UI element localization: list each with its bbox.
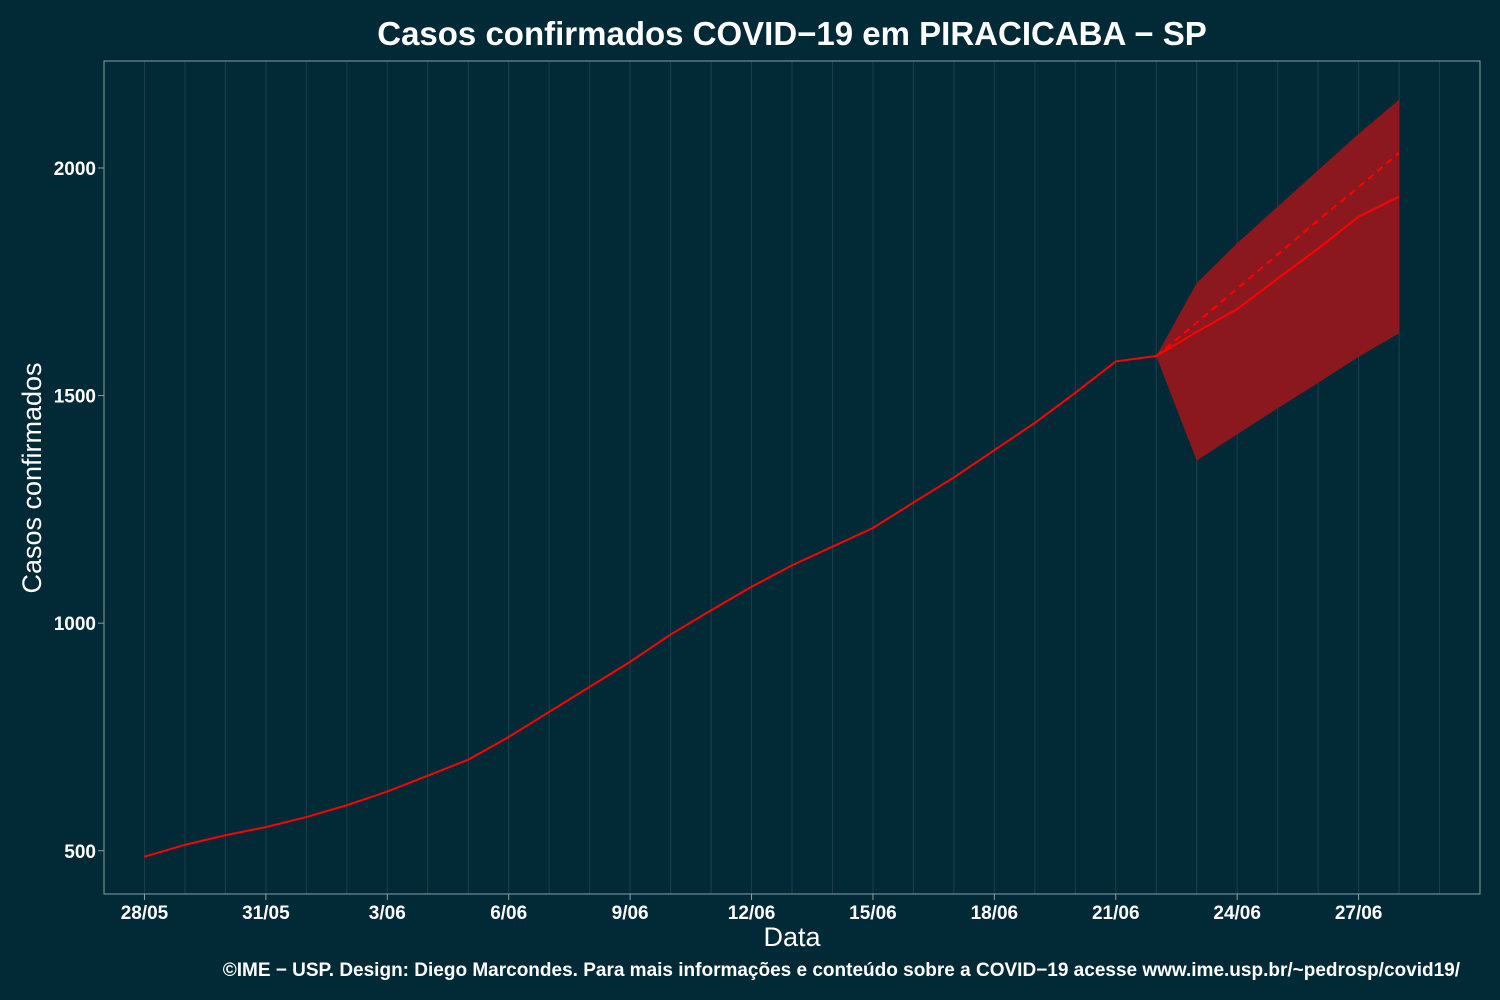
y-tick-label: 500 (64, 842, 96, 863)
grid (143, 61, 1441, 894)
x-tick-label: 24/06 (1213, 903, 1261, 924)
x-tick-label: 28/05 (121, 903, 169, 924)
x-tick-label: 12/06 (728, 903, 776, 924)
x-tick-label: 6/06 (490, 903, 527, 924)
chart-caption: ©IME − USP. Design: Diego Marcondes. Par… (223, 960, 1461, 981)
x-axis: 28/05 31/05 3/06 6/06 9/06 12/06 15/06 18/06 21/… (121, 894, 1383, 924)
x-tick-label: 18/06 (971, 903, 1019, 924)
y-tick-label: 1000 (54, 614, 96, 635)
y-axis-title: Casos confirmados (17, 362, 47, 593)
x-tick-label: 3/06 (369, 903, 406, 924)
series-line-0 (144, 354, 1157, 858)
y-tick-label: 1500 (54, 387, 96, 408)
series-line-1 (1155, 195, 1400, 357)
series-line-2 (1155, 152, 1400, 357)
forecast-band (1156, 99, 1400, 461)
y-axis: 500 1000 1500 2000 (54, 159, 104, 863)
x-tick-label: 21/06 (1092, 903, 1140, 924)
x-tick-label: 27/06 (1335, 903, 1383, 924)
x-tick-label: 15/06 (849, 903, 897, 924)
x-axis-title: Data (763, 922, 821, 952)
x-tick-label: 9/06 (612, 903, 649, 924)
y-tick-label: 2000 (54, 159, 96, 180)
chart-title: Casos confirmados COVID−19 em PIRACICABA… (377, 15, 1207, 52)
x-tick-label: 31/05 (242, 903, 290, 924)
panel-border (103, 60, 1481, 895)
series-lines (144, 152, 1400, 858)
forecast-band-area (1156, 99, 1400, 461)
